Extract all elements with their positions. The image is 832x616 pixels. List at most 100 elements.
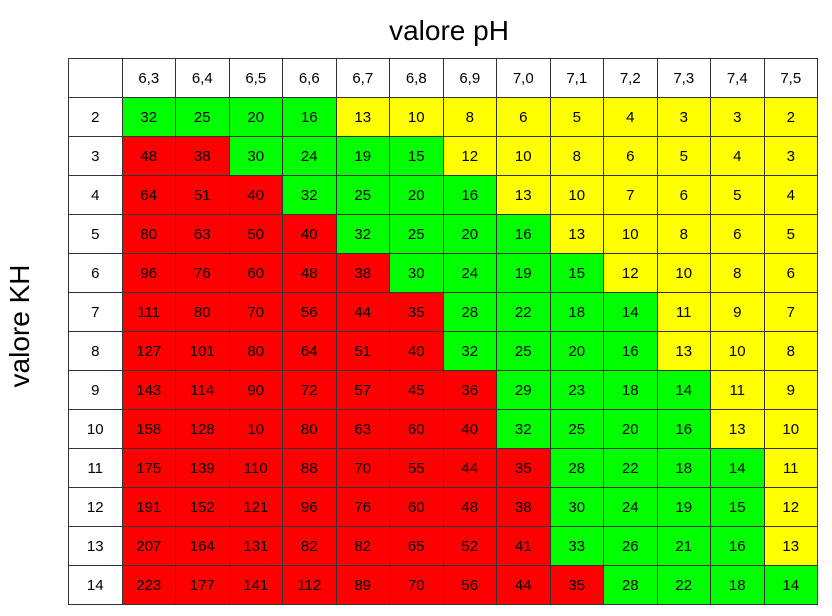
co2-value-cell: 10 <box>496 136 551 176</box>
co2-value-cell: 40 <box>442 409 497 449</box>
table-row: 7 111 80 70 56 44 35 28 22 18 14 11 9 7 <box>68 292 818 332</box>
co2-value-cell: 28 <box>549 448 604 488</box>
co2-value-cell: 10 <box>603 214 658 254</box>
ph-column-header: 7,4 <box>710 58 765 98</box>
header-row: 6,3 6,4 6,5 6,6 6,7 6,8 6,9 7,0 7,1 7,2 7,3 7,4 7,5 <box>68 58 818 98</box>
co2-value-cell: 40 <box>282 214 337 254</box>
table-row: 8 127 101 80 64 51 40 32 25 20 16 13 10 8 <box>68 331 818 371</box>
co2-value-cell: 63 <box>335 409 390 449</box>
co2-value-cell: 36 <box>442 370 497 410</box>
co2-value-cell: 48 <box>121 136 176 176</box>
table-row: 12 191 152 121 96 76 60 48 38 30 24 19 15 12 <box>68 487 818 527</box>
kh-row-header: 5 <box>68 214 123 254</box>
co2-value-cell: 3 <box>710 97 765 137</box>
co2-value-cell: 40 <box>228 175 283 215</box>
co2-value-cell: 4 <box>763 175 818 215</box>
co2-value-cell: 82 <box>335 526 390 566</box>
co2-value-cell: 110 <box>228 448 283 488</box>
co2-value-cell: 51 <box>175 175 230 215</box>
ph-column-header: 7,3 <box>656 58 711 98</box>
co2-value-cell: 164 <box>175 526 230 566</box>
co2-value-cell: 20 <box>549 331 604 371</box>
kh-row-header: 7 <box>68 292 123 332</box>
ph-column-header: 7,1 <box>549 58 604 98</box>
co2-value-cell: 19 <box>335 136 390 176</box>
kh-row-header: 2 <box>68 97 123 137</box>
co2-value-cell: 10 <box>549 175 604 215</box>
co2-value-cell: 5 <box>656 136 711 176</box>
ph-column-header: 7,0 <box>496 58 551 98</box>
co2-value-cell: 25 <box>335 175 390 215</box>
co2-value-cell: 32 <box>442 331 497 371</box>
co2-value-cell: 70 <box>228 292 283 332</box>
co2-value-cell: 10 <box>763 409 818 449</box>
co2-value-cell: 18 <box>656 448 711 488</box>
co2-value-cell: 38 <box>335 253 390 293</box>
kh-row-header: 12 <box>68 487 123 527</box>
kh-row-header: 3 <box>68 136 123 176</box>
co2-value-cell: 11 <box>710 370 765 410</box>
co2-value-cell: 76 <box>175 253 230 293</box>
ph-column-header: 6,5 <box>228 58 283 98</box>
table-row: 6 96 76 60 48 38 30 24 19 15 12 10 8 6 <box>68 253 818 293</box>
co2-value-cell: 13 <box>710 409 765 449</box>
co2-value-cell: 16 <box>282 97 337 137</box>
co2-value-cell: 16 <box>603 331 658 371</box>
co2-value-cell: 10 <box>389 97 444 137</box>
co2-value-cell: 207 <box>121 526 176 566</box>
co2-value-cell: 11 <box>763 448 818 488</box>
co2-value-cell: 70 <box>335 448 390 488</box>
co2-value-cell: 143 <box>121 370 176 410</box>
co2-value-cell: 76 <box>335 487 390 527</box>
corner-cell <box>68 58 123 98</box>
ph-column-header: 7,2 <box>603 58 658 98</box>
table-row: 11 175 139 110 88 70 55 44 35 28 22 18 14 11 <box>68 448 818 488</box>
co2-value-cell: 5 <box>763 214 818 254</box>
co2-value-cell: 8 <box>763 331 818 371</box>
co2-value-cell: 22 <box>603 448 658 488</box>
co2-value-cell: 80 <box>121 214 176 254</box>
co2-value-cell: 22 <box>496 292 551 332</box>
kh-ph-co2-table: 6,3 6,4 6,5 6,6 6,7 6,8 6,9 7,0 7,1 7,2 7,3 7,4 7,5 2… <box>68 58 818 605</box>
co2-value-cell: 44 <box>496 565 551 605</box>
kh-row-header: 11 <box>68 448 123 488</box>
co2-value-cell: 101 <box>175 331 230 371</box>
co2-value-cell: 12 <box>763 487 818 527</box>
co2-value-cell: 16 <box>656 409 711 449</box>
co2-value-cell: 64 <box>121 175 176 215</box>
co2-value-cell: 48 <box>282 253 337 293</box>
co2-value-cell: 13 <box>496 175 551 215</box>
co2-value-cell: 19 <box>496 253 551 293</box>
kh-row-header: 8 <box>68 331 123 371</box>
co2-value-cell: 40 <box>389 331 444 371</box>
co2-value-cell: 20 <box>228 97 283 137</box>
co2-value-cell: 14 <box>603 292 658 332</box>
x-axis-title: valore pH <box>389 15 509 46</box>
co2-value-cell: 20 <box>603 409 658 449</box>
co2-value-cell: 13 <box>763 526 818 566</box>
table-row: 10 158 128 10 80 63 60 40 32 25 20 16 13 10 <box>68 409 818 449</box>
ph-column-header: 7,5 <box>763 58 818 98</box>
co2-value-cell: 15 <box>549 253 604 293</box>
co2-value-cell: 56 <box>282 292 337 332</box>
co2-value-cell: 114 <box>175 370 230 410</box>
co2-value-cell: 14 <box>656 370 711 410</box>
co2-value-cell: 24 <box>282 136 337 176</box>
co2-value-cell: 22 <box>656 565 711 605</box>
co2-value-cell: 26 <box>603 526 658 566</box>
co2-value-cell: 35 <box>496 448 551 488</box>
co2-value-cell: 3 <box>656 97 711 137</box>
ph-column-header: 6,9 <box>442 58 497 98</box>
co2-value-cell: 90 <box>228 370 283 410</box>
ph-column-header: 6,6 <box>282 58 337 98</box>
co2-value-cell: 12 <box>442 136 497 176</box>
co2-value-cell: 191 <box>121 487 176 527</box>
co2-value-cell: 56 <box>442 565 497 605</box>
co2-value-cell: 20 <box>389 175 444 215</box>
co2-value-cell: 141 <box>228 565 283 605</box>
co2-value-cell: 131 <box>228 526 283 566</box>
co2-value-cell: 41 <box>496 526 551 566</box>
co2-value-cell: 96 <box>121 253 176 293</box>
co2-value-cell: 80 <box>228 331 283 371</box>
co2-value-cell: 63 <box>175 214 230 254</box>
